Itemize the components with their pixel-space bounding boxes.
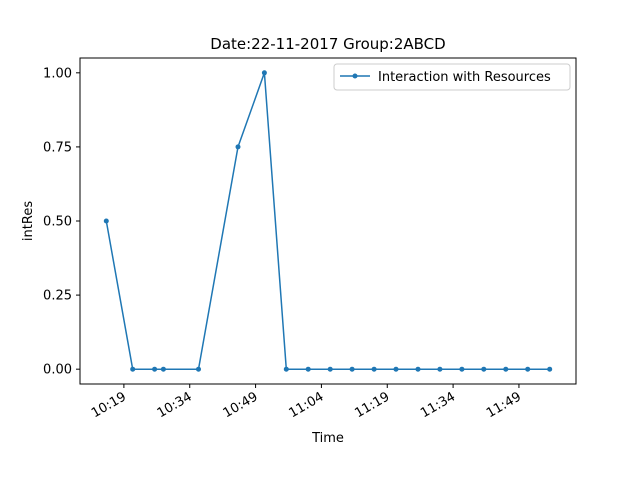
chart-title: Date:22-11-2017 Group:2ABCD <box>210 35 445 53</box>
data-point <box>415 366 421 372</box>
data-point <box>283 366 289 372</box>
data-point <box>525 366 531 372</box>
data-point <box>547 366 553 372</box>
data-point <box>152 366 158 372</box>
data-point <box>261 70 267 76</box>
data-point <box>349 366 355 372</box>
data-point <box>437 366 443 372</box>
data-point <box>196 366 201 372</box>
y-tick-label: 0.50 <box>43 215 72 230</box>
legend-box <box>333 63 571 91</box>
data-point <box>327 366 333 372</box>
y-tick-label: 1.00 <box>43 66 72 81</box>
data-point <box>235 144 241 150</box>
data-point <box>503 366 509 372</box>
data-point <box>160 366 166 372</box>
data-point <box>305 366 311 372</box>
legend-marker-swatch <box>352 73 358 79</box>
data-point <box>481 366 487 372</box>
y-axis: 0.00 0.25 0.50 0.75 1.00 <box>43 66 80 378</box>
y-tick-label: 0.25 <box>43 289 72 304</box>
x-axis-title: Time <box>311 431 344 446</box>
y-tick-label: 0.00 <box>43 363 72 378</box>
data-point <box>130 366 136 372</box>
data-point <box>103 218 109 224</box>
plot-area <box>103 70 553 372</box>
y-axis-title: intRes <box>21 201 36 241</box>
y-tick-label: 0.75 <box>43 140 72 155</box>
series-line <box>105 72 550 370</box>
legend: Interaction with Resources <box>333 63 571 91</box>
legend-label: Interaction with Resources <box>378 70 551 85</box>
data-point <box>371 366 377 372</box>
data-point <box>459 366 465 372</box>
data-point <box>393 366 399 372</box>
